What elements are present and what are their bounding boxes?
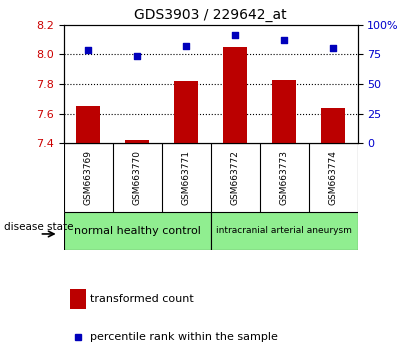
Text: intracranial arterial aneurysm: intracranial arterial aneurysm <box>216 227 352 235</box>
Point <box>134 53 141 58</box>
Text: GSM663774: GSM663774 <box>328 150 337 205</box>
Text: normal healthy control: normal healthy control <box>74 226 201 236</box>
Title: GDS3903 / 229642_at: GDS3903 / 229642_at <box>134 8 287 22</box>
Bar <box>223 47 247 143</box>
Text: GSM663770: GSM663770 <box>133 150 142 205</box>
Text: disease state: disease state <box>4 222 74 233</box>
Point <box>232 33 238 38</box>
Point <box>183 43 189 49</box>
Bar <box>174 81 199 143</box>
Text: GSM663772: GSM663772 <box>231 150 240 205</box>
Point <box>85 47 92 52</box>
Text: GSM663769: GSM663769 <box>84 150 93 205</box>
Text: percentile rank within the sample: percentile rank within the sample <box>90 332 278 342</box>
Bar <box>321 108 345 143</box>
Bar <box>69 289 86 309</box>
Bar <box>64 212 210 250</box>
Bar <box>272 80 296 143</box>
Text: GSM663771: GSM663771 <box>182 150 191 205</box>
Text: transformed count: transformed count <box>90 295 194 304</box>
Bar <box>76 106 100 143</box>
Bar <box>210 212 358 250</box>
Text: GSM663773: GSM663773 <box>279 150 289 205</box>
Point <box>281 38 287 43</box>
Bar <box>125 141 150 143</box>
Point <box>330 46 336 51</box>
